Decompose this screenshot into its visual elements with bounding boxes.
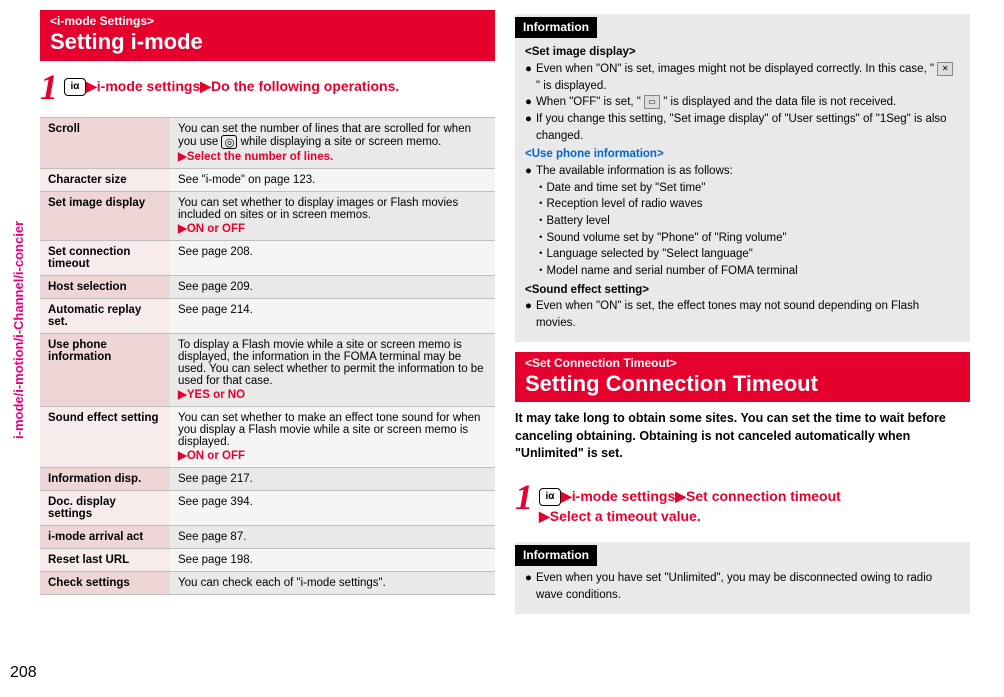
info-sub-bullet: ・Model name and serial number of FOMA te… <box>525 263 960 280</box>
setting-key: Host selection <box>40 275 170 298</box>
info-sub-bullet: ・Reception level of radio waves <box>525 196 960 213</box>
side-tab: i-mode/i-motion/i-Channel/i-concier <box>10 170 28 490</box>
right-column: Information <Set image display> ●Even wh… <box>515 10 970 687</box>
intro-text: It may take long to obtain some sites. Y… <box>515 410 970 463</box>
info-sub-bullet: ・Battery level <box>525 213 960 230</box>
information-box-1: Information <Set image display> ●Even wh… <box>515 14 970 342</box>
info-bullet: ●Even when "ON" is set, the effect tones… <box>525 298 960 331</box>
step-text: iα▶i-mode settings▶Do the following oper… <box>64 69 399 97</box>
information-box-2: Information ●Even when you have set "Unl… <box>515 542 970 614</box>
info-heading: <Use phone information> <box>525 146 960 163</box>
info-bullet: ●Even when "ON" is set, images might not… <box>525 61 960 94</box>
section-tag: <i-mode Settings> <box>50 14 485 28</box>
section-header-timeout: <Set Connection Timeout> Setting Connect… <box>515 352 970 403</box>
section-tag: <Set Connection Timeout> <box>525 356 960 370</box>
info-bullet: ●When "OFF" is set, " ▭ " is displayed a… <box>525 94 960 111</box>
settings-table: Scroll You can set the number of lines t… <box>40 117 495 595</box>
setting-value: See page 217. <box>170 467 495 490</box>
multi-selector-icon: ◎ <box>221 135 237 149</box>
setting-key: Automatic replay set. <box>40 298 170 333</box>
broken-image-icon: ✕ <box>937 62 953 76</box>
section-header-imode: <i-mode Settings> Setting i-mode <box>40 10 495 61</box>
setting-value: You can set the number of lines that are… <box>170 117 495 168</box>
setting-value: See page 209. <box>170 275 495 298</box>
table-row: i-mode arrival act See page 87. <box>40 525 495 548</box>
off-image-icon: ▭ <box>644 95 660 109</box>
setting-key: Use phone information <box>40 333 170 406</box>
setting-key: Check settings <box>40 571 170 594</box>
table-row: Automatic replay set. See page 214. <box>40 298 495 333</box>
info-heading: <Sound effect setting> <box>525 282 960 299</box>
table-row: Scroll You can set the number of lines t… <box>40 117 495 168</box>
section-title: Setting i-mode <box>50 28 485 57</box>
info-sub-bullet: ・Language selected by "Select language" <box>525 246 960 263</box>
info-bullet: ●The available information is as follows… <box>525 163 960 180</box>
setting-key: Information disp. <box>40 467 170 490</box>
table-row: Sound effect setting You can set whether… <box>40 406 495 467</box>
setting-value: You can set whether to display images or… <box>170 191 495 240</box>
page-number: 208 <box>10 664 37 682</box>
information-label: Information <box>515 17 597 38</box>
table-row: Host selection See page 209. <box>40 275 495 298</box>
table-row: Use phone information To display a Flash… <box>40 333 495 406</box>
setting-key: Scroll <box>40 117 170 168</box>
setting-key: Set connection timeout <box>40 240 170 275</box>
step-number: 1 <box>40 69 58 105</box>
step-1: 1 iα▶i-mode settings▶Do the following op… <box>40 69 495 105</box>
setting-value: See page 214. <box>170 298 495 333</box>
setting-value: You can set whether to make an effect to… <box>170 406 495 467</box>
step-text: iα▶i-mode settings▶Set connection timeou… <box>539 479 841 526</box>
table-row: Set connection timeout See page 208. <box>40 240 495 275</box>
info-heading: <Set image display> <box>525 44 960 61</box>
left-column: <i-mode Settings> Setting i-mode 1 iα▶i-… <box>40 10 495 687</box>
information-label: Information <box>515 545 597 566</box>
setting-value: See page 198. <box>170 548 495 571</box>
setting-key: Set image display <box>40 191 170 240</box>
table-row: Check settings You can check each of "i-… <box>40 571 495 594</box>
table-row: Reset last URL See page 198. <box>40 548 495 571</box>
info-bullet: ●If you change this setting, "Set image … <box>525 111 960 144</box>
setting-value: To display a Flash movie while a site or… <box>170 333 495 406</box>
i-appli-icon: iα <box>539 488 561 506</box>
setting-value: You can check each of "i-mode settings". <box>170 571 495 594</box>
setting-value: See page 208. <box>170 240 495 275</box>
step-instruction: ▶i-mode settings▶Do the following operat… <box>86 78 399 94</box>
setting-key: Doc. display settings <box>40 490 170 525</box>
step-number: 1 <box>515 479 533 515</box>
i-appli-icon: iα <box>64 78 86 96</box>
info-bullet: ●Even when you have set "Unlimited", you… <box>525 570 960 603</box>
setting-value: See page 87. <box>170 525 495 548</box>
setting-key: Sound effect setting <box>40 406 170 467</box>
table-row: Character size See "i-mode" on page 123. <box>40 168 495 191</box>
page-content: <i-mode Settings> Setting i-mode 1 iα▶i-… <box>0 0 1004 697</box>
section-title: Setting Connection Timeout <box>525 370 960 399</box>
setting-value: See page 394. <box>170 490 495 525</box>
info-sub-bullet: ・Sound volume set by "Phone" of "Ring vo… <box>525 230 960 247</box>
setting-value: See "i-mode" on page 123. <box>170 168 495 191</box>
step-1-timeout: 1 iα▶i-mode settings▶Set connection time… <box>515 479 970 526</box>
table-row: Set image display You can set whether to… <box>40 191 495 240</box>
setting-key: Character size <box>40 168 170 191</box>
setting-key: Reset last URL <box>40 548 170 571</box>
table-row: Information disp. See page 217. <box>40 467 495 490</box>
setting-key: i-mode arrival act <box>40 525 170 548</box>
table-row: Doc. display settings See page 394. <box>40 490 495 525</box>
info-sub-bullet: ・Date and time set by "Set time" <box>525 180 960 197</box>
